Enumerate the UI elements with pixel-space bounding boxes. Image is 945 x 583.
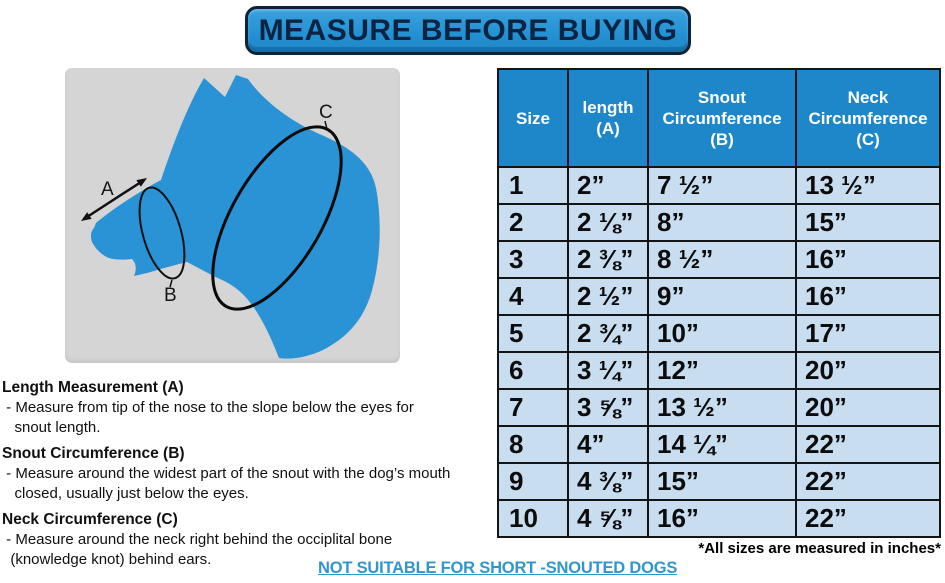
size-cell-row7: 7	[499, 390, 567, 425]
snout-circumference-ellipse	[138, 186, 186, 280]
length-arrowhead-upper	[136, 178, 147, 187]
instruction-body-length: - Measure from tip of the nose to the sl…	[6, 399, 414, 436]
label-a: A	[101, 179, 114, 200]
length-cell-row8: 4”	[569, 427, 647, 462]
label-b-tick	[169, 279, 173, 288]
neck-circumference-cell-row7: 20”	[797, 390, 939, 425]
length-cell-row1: 2”	[569, 168, 647, 203]
neck-circumference-cell-row6: 20”	[797, 353, 939, 388]
size-table: Size length (A) Snout Circumference (B) Nec…	[497, 68, 941, 538]
instruction-title-snout: Snout Circumference (B)	[2, 445, 185, 462]
column-header-snout-circumference: Snout Circumference (B)	[649, 70, 795, 166]
column-header-neck-circumference: Neck Circumference (C)	[797, 70, 939, 166]
size-cell-row9: 9	[499, 464, 567, 499]
snout-circumference-cell-row4: 9”	[649, 279, 795, 314]
size-cell-row8: 8	[499, 427, 567, 462]
length-cell-row7: 3 ⅝”	[569, 390, 647, 425]
dog-measurement-diagram: A B C	[65, 68, 400, 363]
instruction-body-neck: - Measure around the neck right behind t…	[6, 531, 393, 568]
instruction-title-length: Length Measurement (A)	[2, 379, 184, 396]
label-c-tick	[324, 120, 328, 130]
neck-circumference-cell-row9: 22”	[797, 464, 939, 499]
dog-head-illustration: A B C	[81, 75, 380, 359]
length-cell-row3: 2 ⅜”	[569, 242, 647, 277]
neck-circumference-cell-row10: 22”	[797, 501, 939, 536]
size-cell-row10: 10	[499, 501, 567, 536]
neck-circumference-cell-row5: 17”	[797, 316, 939, 351]
label-b: B	[164, 285, 177, 306]
banner-label: MEASURE BEFORE BUYING	[258, 13, 678, 47]
neck-circumference-cell-row8: 22”	[797, 427, 939, 462]
length-arrowhead-lower	[81, 212, 92, 221]
length-cell-row2: 2 ⅛”	[569, 205, 647, 240]
snout-circumference-cell-row3: 8 ½”	[649, 242, 795, 277]
size-cell-row4: 4	[499, 279, 567, 314]
neck-circumference-cell-row4: 16”	[797, 279, 939, 314]
label-c: C	[319, 102, 333, 123]
neck-circumference-cell-row2: 15”	[797, 205, 939, 240]
snout-circumference-cell-row8: 14 ¼”	[649, 427, 795, 462]
snout-circumference-cell-row5: 10”	[649, 316, 795, 351]
column-header-size: Size	[499, 70, 567, 166]
instruction-title-neck: Neck Circumference (C)	[2, 511, 178, 528]
neck-circumference-ellipse	[211, 125, 343, 311]
not-suitable-warning-link[interactable]: NOT SUITABLE FOR SHORT -SNOUTED DOGS	[318, 559, 678, 577]
snout-circumference-cell-row1: 7 ½”	[649, 168, 795, 203]
measure-before-buying-banner: MEASURE BEFORE BUYING	[245, 6, 691, 55]
size-cell-row3: 3	[499, 242, 567, 277]
length-cell-row6: 3 ¼”	[569, 353, 647, 388]
instruction-body-snout: - Measure around the widest part of the …	[6, 465, 451, 502]
snout-circumference-cell-row9: 15”	[649, 464, 795, 499]
length-cell-row10: 4 ⅝”	[569, 501, 647, 536]
neck-circumference-cell-row3: 16”	[797, 242, 939, 277]
length-cell-row9: 4 ⅜”	[569, 464, 647, 499]
length-cell-row5: 2 ¾”	[569, 316, 647, 351]
sizes-footnote: *All sizes are measured in inches*	[698, 540, 941, 557]
snout-circumference-cell-row2: 8”	[649, 205, 795, 240]
size-cell-row1: 1	[499, 168, 567, 203]
size-cell-row2: 2	[499, 205, 567, 240]
neck-circumference-cell-row1: 13 ½”	[797, 168, 939, 203]
dog-head-silhouette	[90, 75, 380, 359]
column-header-length: length (A)	[569, 70, 647, 166]
measurement-instructions: Length Measurement (A) - Measure from ti…	[2, 372, 454, 570]
snout-circumference-cell-row6: 12”	[649, 353, 795, 388]
snout-circumference-cell-row7: 13 ½”	[649, 390, 795, 425]
length-cell-row4: 2 ½”	[569, 279, 647, 314]
size-cell-row6: 6	[499, 353, 567, 388]
size-cell-row5: 5	[499, 316, 567, 351]
length-arrow-line	[86, 180, 142, 219]
snout-circumference-cell-row10: 16”	[649, 501, 795, 536]
